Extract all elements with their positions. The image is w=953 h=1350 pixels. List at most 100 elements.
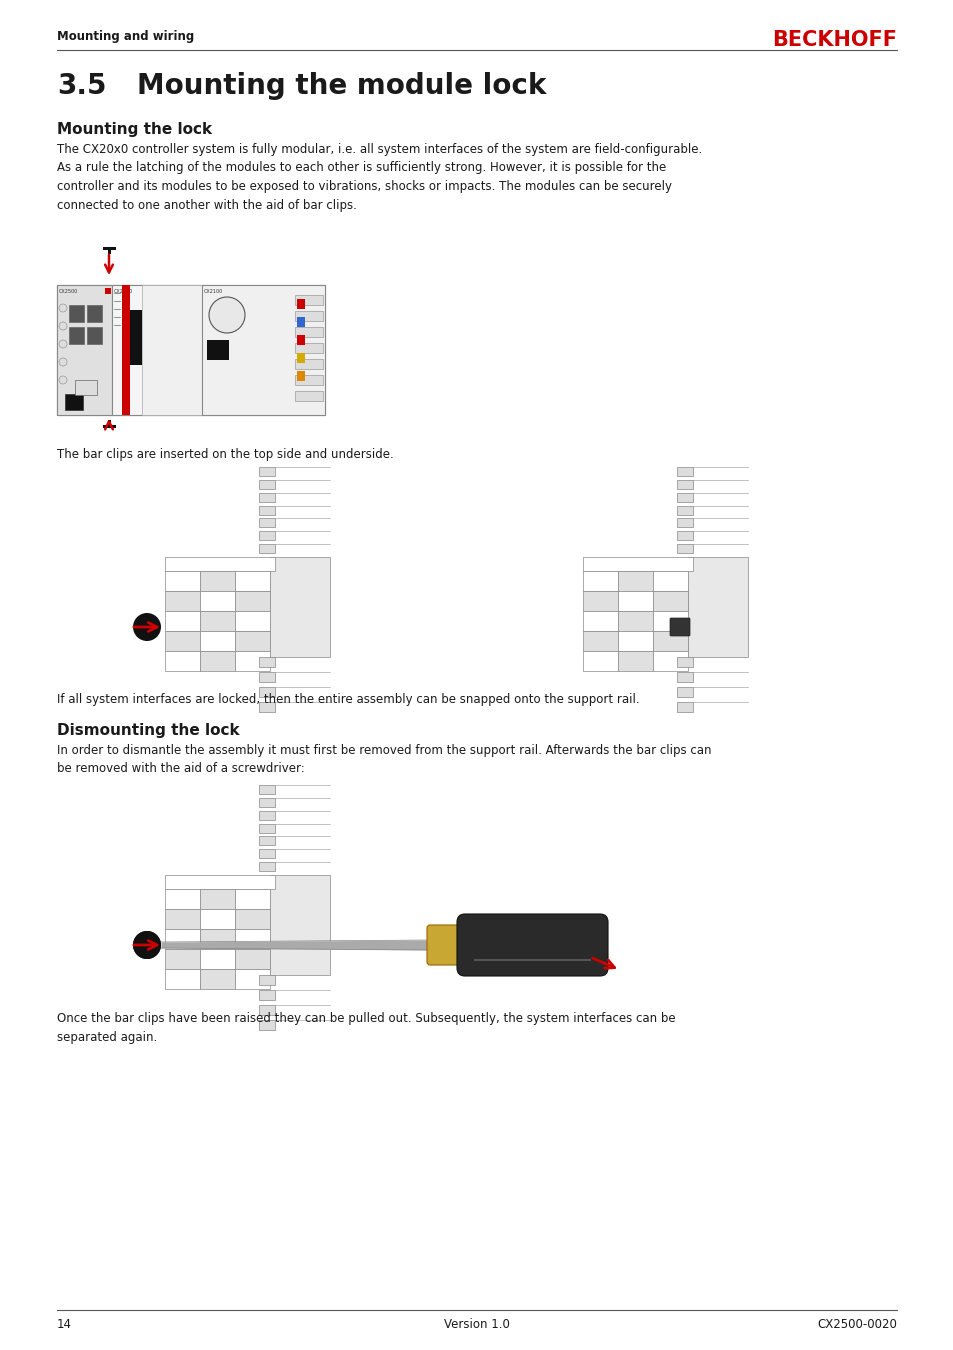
Bar (234, 651, 270, 671)
Circle shape (132, 931, 161, 958)
Text: 14: 14 (57, 1318, 71, 1331)
Bar (618, 651, 652, 671)
Bar (258, 687, 274, 697)
Bar (258, 811, 274, 819)
Bar (677, 687, 692, 697)
Bar (165, 929, 200, 949)
Text: The CX20x0 controller system is fully modular, i.e. all system interfaces of the: The CX20x0 controller system is fully mo… (57, 143, 701, 212)
Bar (582, 591, 618, 612)
Bar (200, 909, 234, 929)
Text: Mounting the lock: Mounting the lock (57, 122, 212, 136)
Text: CX2030: CX2030 (113, 289, 133, 294)
Bar (258, 824, 274, 833)
Bar (57, 285, 325, 414)
Bar (165, 969, 200, 990)
Bar (677, 467, 692, 477)
Bar (258, 467, 274, 477)
Bar (582, 558, 692, 571)
Bar (258, 505, 274, 514)
Bar (165, 591, 200, 612)
Circle shape (132, 613, 161, 641)
Text: Mounting and wiring: Mounting and wiring (57, 30, 194, 43)
Bar (57, 285, 112, 414)
Text: In order to dismantle the assembly it must first be removed from the support rai: In order to dismantle the assembly it mu… (57, 744, 711, 775)
Bar (258, 837, 274, 845)
Bar (234, 949, 270, 969)
Bar (69, 327, 84, 344)
Bar (200, 969, 234, 990)
Circle shape (59, 323, 67, 329)
Bar (165, 612, 200, 630)
Circle shape (59, 377, 67, 383)
Text: CX2500-0020: CX2500-0020 (817, 1318, 896, 1331)
Text: BECKHOFF: BECKHOFF (771, 30, 896, 50)
FancyBboxPatch shape (456, 914, 607, 976)
Bar (234, 890, 270, 909)
Bar (258, 672, 274, 682)
Bar (112, 285, 202, 414)
Circle shape (132, 931, 161, 958)
Bar (618, 571, 652, 591)
Bar (677, 493, 692, 502)
Bar (165, 630, 200, 651)
Bar (652, 591, 687, 612)
Bar (677, 544, 692, 554)
Bar (122, 285, 130, 414)
Bar (87, 305, 102, 323)
Bar (200, 591, 234, 612)
Bar (652, 630, 687, 651)
Bar (200, 651, 234, 671)
Bar (296, 317, 305, 327)
Bar (582, 651, 618, 671)
Bar (75, 379, 97, 396)
Bar (677, 505, 692, 514)
Bar (69, 305, 84, 323)
Bar (258, 479, 274, 489)
Bar (165, 909, 200, 929)
Bar (65, 394, 83, 410)
Bar (677, 518, 692, 528)
Bar (165, 875, 274, 890)
Bar (258, 1021, 274, 1030)
Bar (294, 296, 323, 305)
Bar (207, 340, 229, 360)
Bar (582, 571, 618, 591)
FancyBboxPatch shape (669, 618, 689, 636)
Circle shape (59, 358, 67, 366)
Bar (258, 657, 274, 667)
Bar (165, 558, 274, 571)
Bar (165, 651, 200, 671)
Bar (234, 929, 270, 949)
Bar (200, 890, 234, 909)
Bar (270, 558, 330, 657)
Text: If all system interfaces are locked, then the entire assembly can be snapped ont: If all system interfaces are locked, the… (57, 693, 639, 706)
Bar (294, 375, 323, 385)
Bar (677, 479, 692, 489)
Bar (234, 571, 270, 591)
Text: Dismounting the lock: Dismounting the lock (57, 724, 239, 738)
Bar (296, 335, 305, 346)
FancyBboxPatch shape (427, 925, 473, 965)
Circle shape (59, 304, 67, 312)
Bar (258, 493, 274, 502)
Bar (258, 702, 274, 711)
Bar (105, 288, 111, 294)
Bar (234, 612, 270, 630)
Bar (87, 327, 102, 344)
Bar (234, 909, 270, 929)
Bar (258, 518, 274, 528)
Bar (165, 571, 200, 591)
Bar (258, 849, 274, 859)
Bar (200, 630, 234, 651)
Bar (296, 352, 305, 363)
Bar (200, 612, 234, 630)
Bar (296, 371, 305, 381)
Bar (618, 612, 652, 630)
Text: 3.5: 3.5 (57, 72, 107, 100)
Text: CX2100: CX2100 (204, 289, 223, 294)
Bar (200, 571, 234, 591)
Bar (258, 798, 274, 807)
Bar (258, 1004, 274, 1015)
Bar (582, 630, 618, 651)
Bar (270, 875, 330, 975)
